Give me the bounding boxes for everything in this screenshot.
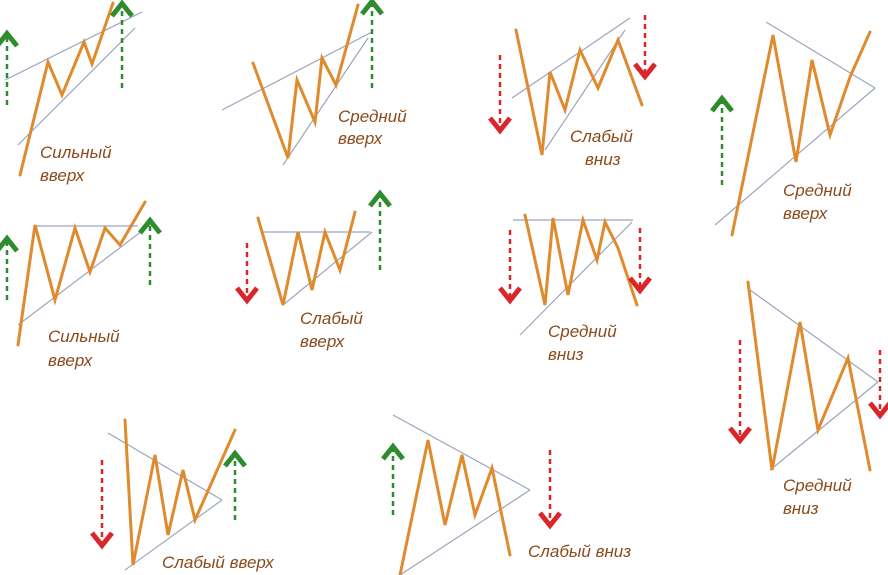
pattern-label: Средний <box>783 476 852 495</box>
lower-trendline <box>17 27 136 146</box>
pattern-label: вверх <box>338 129 383 148</box>
pattern-weak-up-2: Слабый вверх <box>90 418 274 572</box>
pattern-label: вверх <box>48 351 93 370</box>
price-zigzag <box>251 3 360 159</box>
lower-trendline <box>282 231 373 306</box>
pattern-label: вверх <box>300 332 345 351</box>
pattern-weak-up-1: Слабый вверх <box>235 189 392 351</box>
pattern-label: вниз <box>548 345 584 364</box>
pattern-label: Средний <box>548 322 617 341</box>
price-zigzag <box>256 210 357 306</box>
pattern-label: вверх <box>40 166 85 185</box>
pattern-label: Слабый <box>570 127 633 146</box>
upper-trendline <box>749 289 879 383</box>
pattern-label: Средний <box>783 181 852 200</box>
price-zigzag <box>18 1 115 177</box>
pattern-label: Слабый вниз <box>528 542 631 561</box>
pattern-label: Сильный <box>48 327 120 346</box>
lower-trendline <box>17 224 151 326</box>
upper-trendline <box>765 21 876 89</box>
lower-trendline <box>282 37 369 166</box>
pattern-label: Средний <box>338 107 407 126</box>
pattern-strong-up-1: Сильный вверх <box>0 0 143 185</box>
lower-trendline <box>544 29 626 151</box>
pattern-label: Слабый <box>300 309 363 328</box>
price-zigzag <box>16 200 147 347</box>
upper-trendline <box>4 11 143 81</box>
pattern-weak-down-1: Слабый вниз <box>488 15 657 169</box>
lower-trendline <box>399 489 531 575</box>
pattern-label: вниз <box>783 499 819 518</box>
pattern-label: вверх <box>783 204 828 223</box>
pattern-label: Слабый вверх <box>162 553 274 572</box>
pattern-strong-up-2: Сильный вверх <box>0 200 162 370</box>
pattern-weak-down-2: Слабый вниз <box>381 414 631 575</box>
pattern-medium-down-2: Средний вниз <box>728 280 888 518</box>
price-zigzag <box>398 439 512 575</box>
pattern-label: вниз <box>585 150 621 169</box>
pattern-medium-up-2: Средний вверх <box>710 21 876 237</box>
upper-trendline <box>221 31 373 111</box>
price-zigzag <box>746 280 872 472</box>
lower-trendline <box>519 221 633 336</box>
price-zigzag <box>523 213 639 307</box>
lower-trendline <box>124 499 223 571</box>
upper-trendline <box>511 17 631 99</box>
price-zigzag <box>730 30 872 237</box>
pattern-medium-down-1: Средний вниз <box>498 213 652 364</box>
pattern-label: Сильный <box>40 143 112 162</box>
price-zigzag <box>123 418 237 566</box>
upper-trendline <box>392 414 531 491</box>
price-zigzag <box>514 28 644 156</box>
pattern-medium-up-1: Средний вверх <box>221 0 407 166</box>
lower-trendline <box>769 381 879 471</box>
